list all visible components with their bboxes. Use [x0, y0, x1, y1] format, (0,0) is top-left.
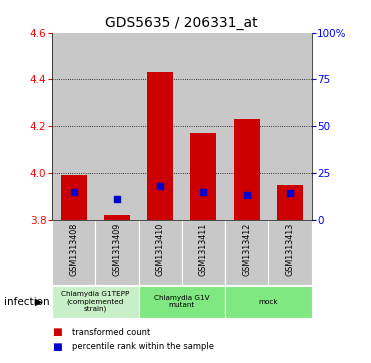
Text: percentile rank within the sample: percentile rank within the sample — [72, 342, 214, 351]
Title: GDS5635 / 206331_at: GDS5635 / 206331_at — [105, 16, 258, 30]
Point — [114, 196, 120, 202]
Bar — [104, 215, 130, 220]
Bar — [52, 286, 138, 318]
Bar — [268, 220, 312, 285]
Bar — [234, 119, 260, 220]
Text: transformed count: transformed count — [72, 328, 151, 337]
Text: ■: ■ — [52, 327, 62, 337]
Point — [157, 183, 163, 189]
Point — [70, 189, 76, 195]
Bar — [95, 220, 138, 285]
Point — [200, 189, 206, 195]
Text: GSM1313412: GSM1313412 — [242, 222, 251, 276]
Point — [287, 191, 293, 196]
Bar — [147, 72, 173, 220]
Bar — [95, 33, 138, 220]
Bar — [225, 220, 268, 285]
Bar — [138, 220, 182, 285]
Text: GSM1313411: GSM1313411 — [199, 222, 208, 276]
Point — [244, 192, 250, 198]
Text: ▶: ▶ — [35, 297, 43, 307]
Text: ■: ■ — [52, 342, 62, 352]
Text: GSM1313409: GSM1313409 — [112, 222, 121, 276]
Bar — [52, 33, 95, 220]
Bar — [60, 175, 86, 220]
Bar — [225, 33, 268, 220]
Text: Chlamydia G1TEPP
(complemented
strain): Chlamydia G1TEPP (complemented strain) — [61, 291, 129, 312]
Text: mock: mock — [259, 299, 278, 305]
Bar — [268, 33, 312, 220]
Bar — [182, 33, 225, 220]
Bar — [182, 220, 225, 285]
Text: GSM1313410: GSM1313410 — [156, 222, 165, 276]
Bar — [277, 184, 303, 220]
Bar — [52, 220, 95, 285]
Text: GSM1313408: GSM1313408 — [69, 222, 78, 276]
Text: GSM1313413: GSM1313413 — [286, 222, 295, 276]
Bar — [138, 286, 225, 318]
Text: Chlamydia G1V
mutant: Chlamydia G1V mutant — [154, 295, 210, 308]
Text: infection: infection — [4, 297, 49, 307]
Bar — [138, 33, 182, 220]
Bar — [190, 133, 216, 220]
Bar — [225, 286, 312, 318]
